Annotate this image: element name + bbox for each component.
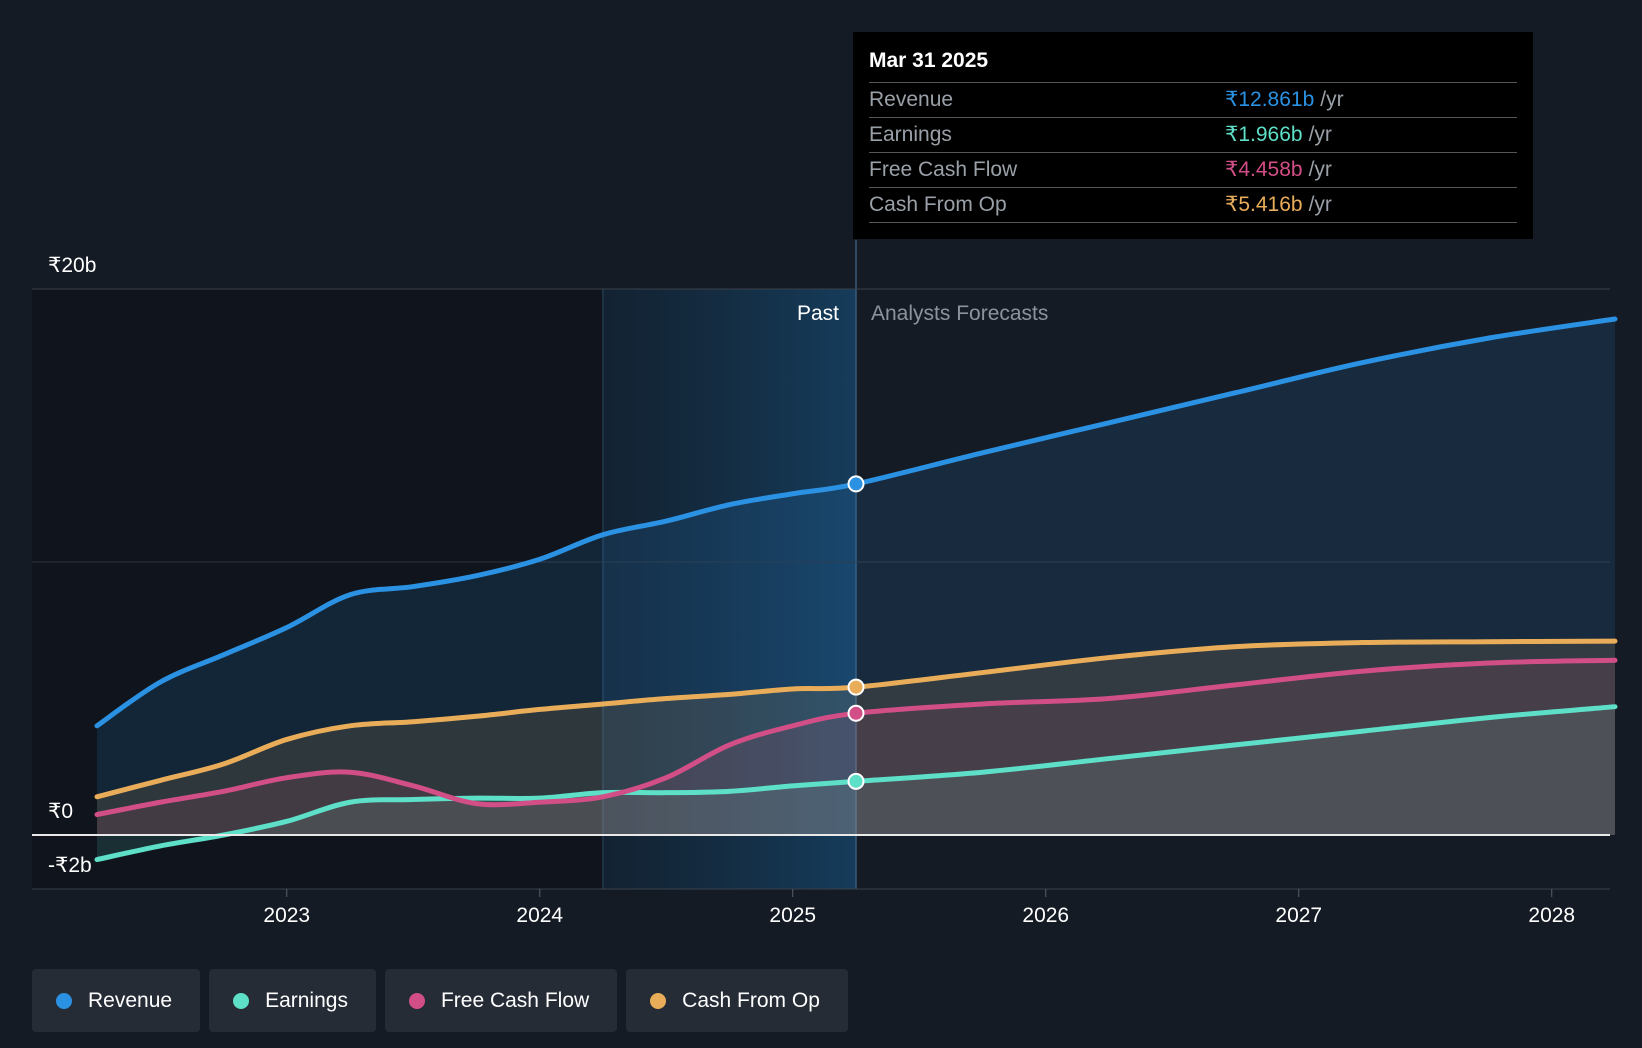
tooltip-row-unit: /yr (1320, 88, 1344, 111)
free-cash-flow-area (97, 660, 1615, 835)
revenue-line (94, 316, 1618, 729)
revenue-marker (847, 475, 865, 493)
free-cash-flow-marker (847, 704, 865, 722)
free-cash-flow-line (94, 657, 1618, 818)
legend-label: Revenue (88, 988, 173, 1012)
cash-from-op-marker (847, 678, 865, 696)
tooltip-row-unit: /yr (1308, 123, 1332, 146)
tooltip-row-name: Earnings (869, 123, 952, 146)
legend-item-earnings[interactable]: Earnings (209, 969, 376, 1032)
tooltip-row-value: ₹4.458b (1225, 158, 1303, 181)
legend-dot-icon (408, 992, 425, 1009)
y-tick-label: ₹20b (48, 254, 96, 277)
x-tick-label: 2028 (1528, 904, 1575, 927)
legend-dot-icon (56, 992, 72, 1009)
tooltip-date: Mar 31 2025 (869, 46, 1517, 83)
legend-dot-icon (650, 992, 667, 1009)
legend-item-revenue[interactable]: Revenue (32, 969, 201, 1032)
tooltip-row-value: ₹12.861b (1225, 88, 1315, 111)
tooltip: Mar 31 2025 Revenue ₹12.861b/yr Earnings ₹1… (853, 32, 1533, 239)
x-tick-label: 2027 (1275, 904, 1322, 927)
x-tick-label: 2023 (263, 904, 310, 927)
legend-item-free-cash-flow[interactable]: Free Cash Flow (384, 969, 618, 1032)
tooltip-row: Revenue ₹12.861b/yr (869, 83, 1517, 118)
tooltip-row: Cash From Op ₹5.416b/yr (869, 188, 1517, 223)
y-tick-label: -₹2b (48, 854, 92, 877)
legend-label: Cash From Op (682, 988, 820, 1012)
legend: Revenue Earnings Free Cash Flow Cash From O… (32, 969, 848, 1032)
legend-item-cash-from-op[interactable]: Cash From Op (626, 969, 848, 1032)
legend-dot-icon (233, 992, 250, 1009)
tooltip-row: Earnings ₹1.966b/yr (869, 118, 1517, 153)
tooltip-row-unit: /yr (1308, 158, 1332, 181)
tooltip-row-name: Free Cash Flow (869, 158, 1018, 181)
x-tick-label: 2025 (769, 904, 816, 927)
legend-label: Free Cash Flow (440, 988, 590, 1012)
earnings-marker (847, 772, 865, 790)
earnings-line (94, 704, 1618, 863)
tooltip-row-name: Cash From Op (869, 193, 1007, 216)
tooltip-row-name: Revenue (869, 88, 954, 111)
tooltip-row-unit: /yr (1308, 193, 1332, 216)
past-label: Past (797, 302, 839, 325)
legend-label: Earnings (265, 988, 348, 1012)
x-tick-label: 2024 (516, 904, 563, 927)
chart: Past Analysts Forecasts ₹20b ₹0 -₹2b 2023 202… (32, 240, 1618, 927)
revenue-area (97, 319, 1615, 835)
tooltip-row-value: ₹1.966b (1225, 123, 1303, 146)
y-tick-label: ₹0 (48, 800, 73, 823)
forecast-label: Analysts Forecasts (871, 302, 1048, 325)
cash-from-op-line (94, 638, 1618, 800)
x-tick-label: 2026 (1022, 904, 1069, 927)
tooltip-row-value: ₹5.416b (1225, 193, 1303, 216)
cash-from-op-area (97, 641, 1615, 835)
tooltip-row: Free Cash Flow ₹4.458b/yr (869, 153, 1517, 188)
